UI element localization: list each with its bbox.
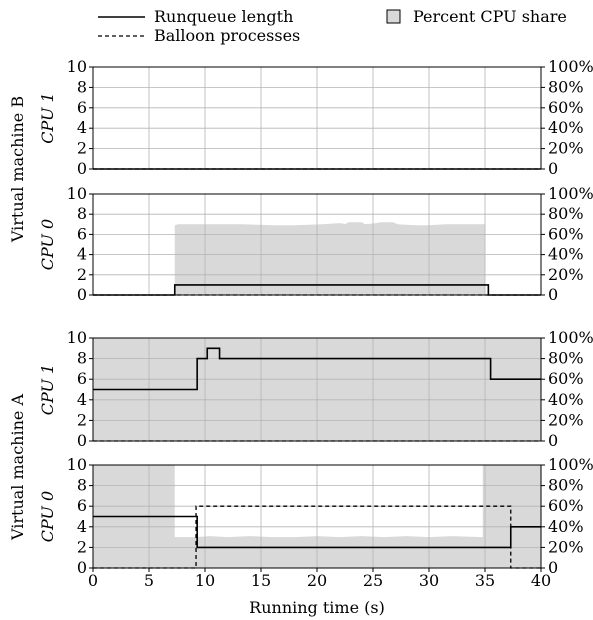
y-tick-label-left: 10 [67,455,87,474]
x-tick-label: 15 [251,571,271,590]
y-tick-label-left: 2 [77,537,87,556]
group-label: Virtual machine A [8,394,27,541]
y-tick-label-left: 6 [77,98,87,117]
x-tick-label: 5 [144,571,154,590]
x-tick-label: 20 [307,571,327,590]
panel-frame [92,193,542,296]
panel-frame [92,66,542,170]
y-tick-label-right: 100% [548,184,593,203]
runqueue-line [93,347,541,391]
y-tick-label-left: 10 [67,57,87,76]
y-tick-label-right: 40% [548,118,584,137]
y-tick-label-right: 40% [548,390,584,409]
y-tick-label-left: 8 [77,349,87,368]
y-tick-label-left: 6 [77,369,87,388]
y-tick-label-left: 2 [77,265,87,284]
y-tick-label-left: 4 [77,245,87,264]
x-axis-label: Running time (s) [249,598,385,617]
y-tick-label-left: 0 [77,285,87,304]
panel-A0: 0 24 68 10 0 20%40% 60%80% 100% CPU 0 [38,455,593,577]
y-tick-label-left: 4 [77,517,87,536]
y-tick-label-right: 0 [548,431,558,450]
x-tick-label: 25 [363,571,383,590]
y-tick-label-right: 40% [548,245,584,264]
y-tick-label-left: 2 [77,410,87,429]
legend-share-label: Percent CPU share [413,7,567,26]
x-tick-label: 10 [195,571,215,590]
y-tick-label-left: 10 [67,184,87,203]
x-tick-label: 30 [419,571,439,590]
y-tick-label-left: 2 [77,139,87,158]
panel-ylabel: CPU 1 [38,364,57,415]
y-tick-label-right: 20% [548,265,584,284]
y-tick-label-right: 20% [548,537,584,556]
y-tick-label-right: 100% [548,57,593,76]
y-tick-label-right: 0 [548,285,558,304]
panel-A1: 0 24 68 10 0 20%40% 60%80% 100% CPU 1 [38,328,593,450]
y-tick-label-right: 20% [548,139,584,158]
y-tick-label-left: 0 [77,159,87,178]
legend-balloon-label: Balloon processes [154,26,300,45]
y-tick-label-right: 100% [548,455,593,474]
y-tick-label-left: 6 [77,224,87,243]
y-tick-label-left: 0 [77,431,87,450]
y-tick-label-right: 80% [548,476,584,495]
y-tick-label-left: 4 [77,118,87,137]
panel-ylabel: CPU 0 [38,219,57,270]
x-tick-label: 0 [88,571,98,590]
y-tick-label-right: 40% [548,517,584,536]
x-tick-label: 35 [475,571,495,590]
legend-runqueue-label: Runqueue length [154,7,293,26]
legend-share-swatch [386,9,401,24]
y-tick-label-right: 80% [548,204,584,223]
runqueue-line [93,515,541,549]
y-tick-label-left: 4 [77,390,87,409]
y-tick-label-left: 8 [77,204,87,223]
y-tick-label-left: 10 [67,328,87,347]
y-tick-label-right: 0 [548,159,558,178]
y-tick-label-left: 8 [77,476,87,495]
y-tick-label-left: 6 [77,496,87,515]
x-tick-label: 40 [531,571,551,590]
y-tick-label-right: 60% [548,369,584,388]
y-tick-label-right: 60% [548,224,584,243]
y-tick-label-left: 0 [77,558,87,577]
y-tick-label-right: 60% [548,496,584,515]
y-tick-label-right: 0 [548,558,558,577]
legend: Runqueue length Balloon processes Percen… [98,7,567,45]
panel-ylabel: CPU 0 [38,491,57,542]
y-tick-label-left: 8 [77,77,87,96]
y-tick-label-right: 20% [548,410,584,429]
y-tick-label-right: 80% [548,349,584,368]
y-tick-label-right: 100% [548,328,593,347]
y-tick-label-right: 80% [548,77,584,96]
y-tick-label-right: 60% [548,98,584,117]
panel-ylabel: CPU 1 [38,92,57,143]
panel-frame [92,337,542,442]
group-label: Virtual machine B [8,96,27,243]
